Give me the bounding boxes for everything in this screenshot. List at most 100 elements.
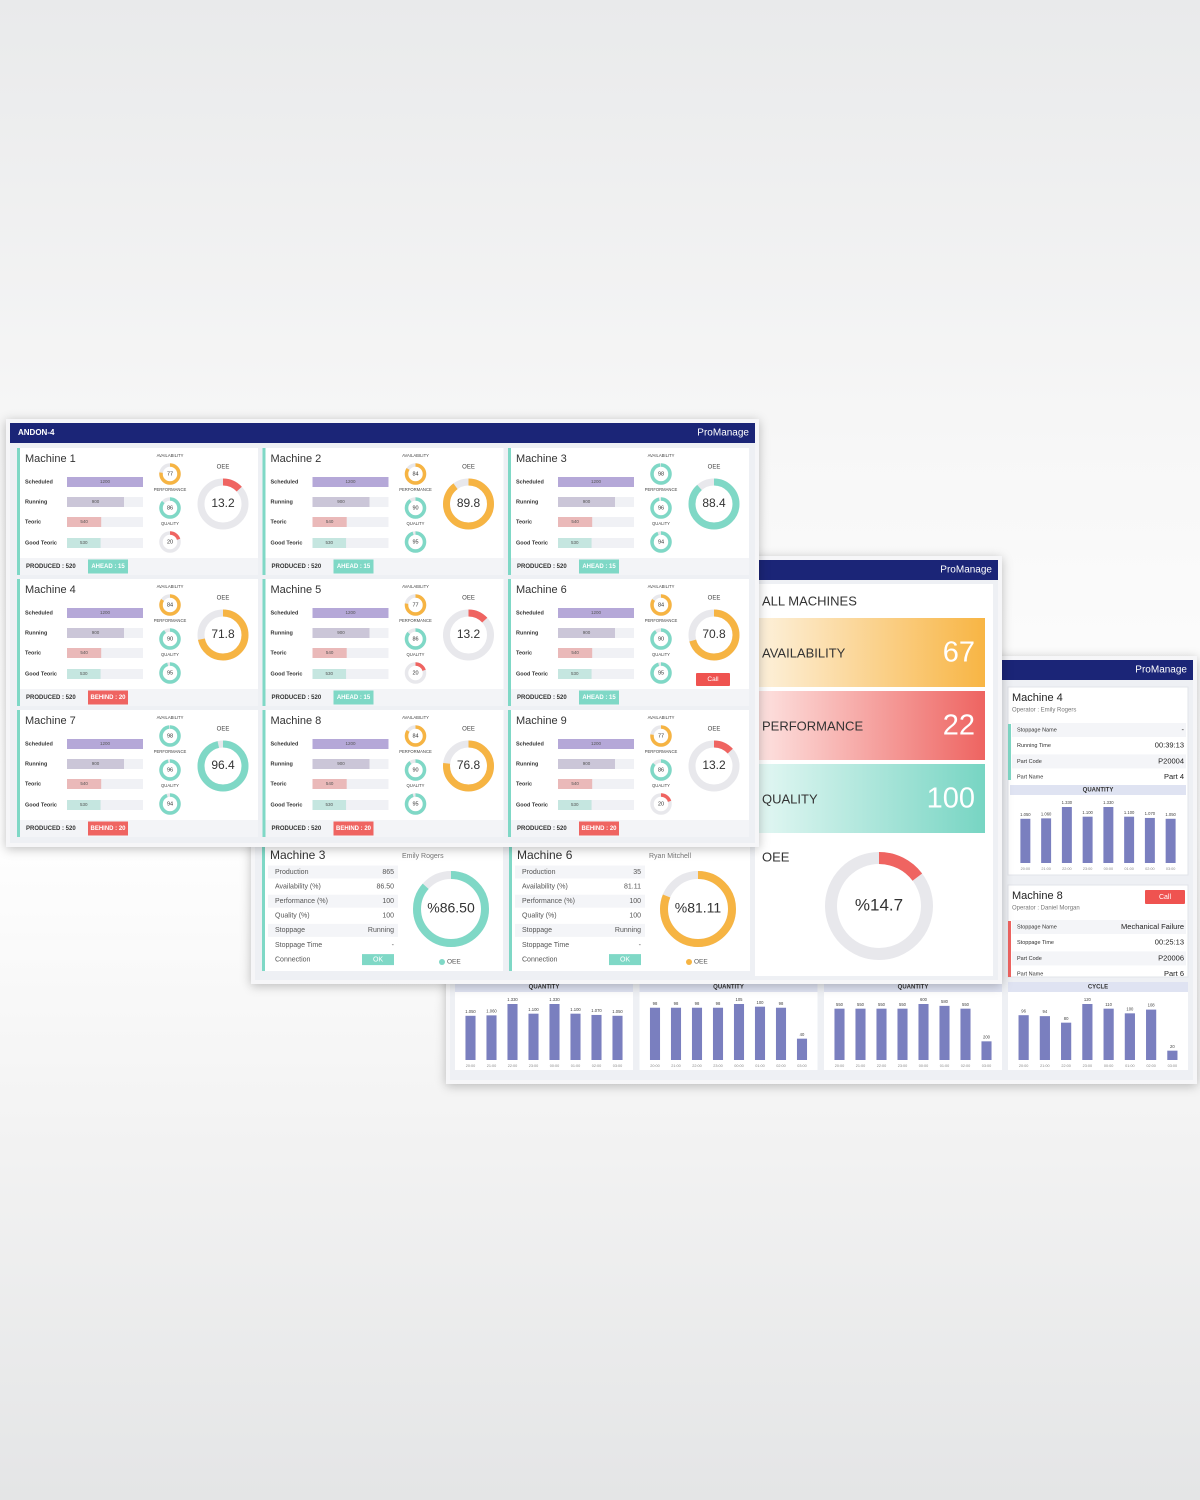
gauge-arc: [650, 531, 672, 553]
x-tick-label: 20:00: [1019, 1064, 1029, 1068]
kpi-value: 100: [927, 783, 975, 815]
row-label: Stoppage: [275, 927, 305, 934]
gauge-arc: [159, 463, 181, 485]
bar-value: 98: [779, 1001, 784, 1006]
row-label: Scheduled: [516, 479, 544, 485]
logo: ProManage: [940, 565, 992, 576]
bar-value: 900: [583, 499, 591, 504]
gauge-label: QUALITY: [407, 783, 425, 788]
bar-value: 98: [695, 1001, 700, 1006]
bar: [67, 759, 124, 769]
detail-canvas: ProManage Machine 4 Operator : Emily Roger…: [450, 660, 1193, 1080]
oee-label: OEE: [762, 849, 790, 864]
gauge-value: 95: [167, 670, 173, 676]
card-accent: [17, 710, 20, 837]
bar-value: 540: [80, 650, 88, 655]
gauge-arc: [404, 793, 427, 815]
row-value: -: [1182, 725, 1185, 734]
bar-value: 1200: [345, 741, 356, 746]
oee-arc: [443, 478, 494, 530]
row-label: Good Teoric: [271, 802, 303, 808]
gauge-value: 94: [167, 801, 173, 807]
row-label: Stoppage Time: [522, 942, 569, 949]
bar: [1146, 1009, 1157, 1060]
card-accent: [508, 579, 511, 706]
connection-badge: [362, 954, 394, 966]
andon-canvas: ANDON-4 ProManage Machine 1 Scheduled 1200 Ru…: [10, 423, 755, 843]
gauge-value: 90: [658, 636, 664, 642]
bar: [67, 517, 102, 527]
bar-value: 900: [583, 761, 591, 766]
oee-label: OEE: [217, 727, 230, 733]
bar-value: 900: [583, 630, 591, 635]
x-tick-label: 23:00: [1083, 867, 1093, 871]
status-badge: [88, 559, 128, 574]
row-label: Stoppage Time: [1017, 940, 1054, 946]
bar-track: [312, 517, 389, 527]
oee-label: OEE: [462, 465, 475, 471]
row-label: Teoric: [516, 519, 532, 525]
row-value: 00:39:13: [1155, 741, 1184, 750]
call-button[interactable]: [1145, 890, 1185, 904]
produced: PRODUCED : 520: [517, 564, 567, 570]
x-tick-label: 20:00: [466, 1064, 476, 1068]
bar-value: 530: [571, 540, 579, 545]
bar-value: 1200: [591, 479, 602, 484]
bar-value: 550: [962, 1002, 970, 1007]
gauge-label: AVAILABILITY: [402, 715, 429, 720]
bar: [67, 669, 101, 679]
row-label: Good Teoric: [25, 540, 57, 546]
bar-value: 530: [80, 540, 88, 545]
row-value: 81.11: [624, 883, 641, 890]
chart-title: QUANTITY: [529, 985, 560, 991]
bar-value: 94: [1043, 1009, 1048, 1014]
bar: [558, 779, 593, 789]
card-footer: [511, 558, 749, 575]
gauge-arc: [404, 463, 427, 485]
row-stripe: [268, 865, 398, 879]
bar-value: 1.100: [1124, 810, 1135, 815]
gauge-value: 20: [658, 801, 664, 807]
produced: PRODUCED : 520: [26, 826, 76, 832]
status-text: AHEAD : 15: [337, 695, 371, 701]
bar: [1165, 818, 1176, 863]
machine-name: Machine 1: [25, 453, 76, 465]
produced: PRODUCED : 520: [272, 826, 322, 832]
oee-value: 13.2: [702, 758, 726, 772]
bar-value: 1.330: [549, 997, 560, 1002]
row-value: Running: [368, 927, 394, 934]
gauge-label: AVAILABILITY: [402, 584, 429, 589]
row-label: Quality (%): [522, 913, 557, 920]
gauge-value: 20: [167, 539, 173, 545]
gauge-label: QUALITY: [161, 521, 179, 526]
x-tick-label: 00:00: [919, 1064, 929, 1068]
bar-value: 900: [337, 630, 345, 635]
gauge-arc: [159, 594, 181, 616]
chart-title-band: [1008, 982, 1188, 992]
bar-value: 530: [80, 671, 88, 676]
gauge-label: QUALITY: [161, 652, 179, 657]
row-label: Stoppage Name: [1017, 727, 1057, 733]
call-button[interactable]: [696, 673, 730, 686]
bar-value: 1200: [591, 741, 602, 746]
row-label: Running: [25, 499, 47, 505]
status-text: BEHIND : 20: [336, 826, 372, 832]
row-label: Running: [516, 630, 538, 636]
bar-value: 80: [1064, 1016, 1069, 1021]
row-label: Stoppage: [522, 927, 552, 934]
x-tick-label: 01:00: [1125, 1064, 1135, 1068]
bar: [691, 1007, 703, 1060]
gauge-value: 77: [658, 733, 664, 739]
bar-value: 100: [757, 1000, 765, 1005]
gauge-value: 86: [167, 505, 173, 511]
gauge-value: 84: [412, 733, 418, 739]
bar: [558, 538, 592, 548]
x-tick-label: 20:00: [650, 1064, 660, 1068]
bar-value: 530: [326, 671, 334, 676]
card-footer: [511, 820, 749, 837]
x-tick-label: 02:00: [1145, 867, 1155, 871]
gauge-value: 96: [167, 767, 173, 773]
row-value: Part 4: [1164, 772, 1184, 781]
oee-arc: [825, 852, 933, 960]
oee-arc: [197, 478, 249, 530]
